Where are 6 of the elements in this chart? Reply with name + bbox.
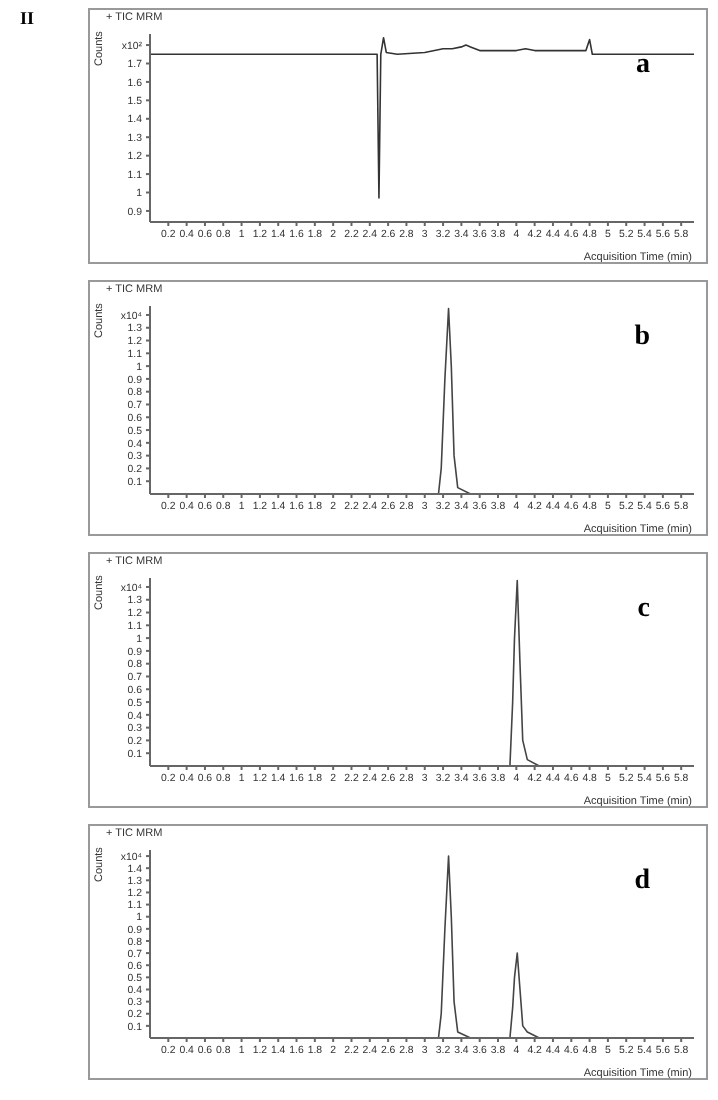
annotation: a (636, 50, 650, 82)
annotation: d (634, 866, 650, 898)
line-series (150, 36, 694, 199)
annotation: c (637, 594, 650, 626)
annotation: b (634, 322, 650, 354)
text: II (20, 8, 35, 28)
